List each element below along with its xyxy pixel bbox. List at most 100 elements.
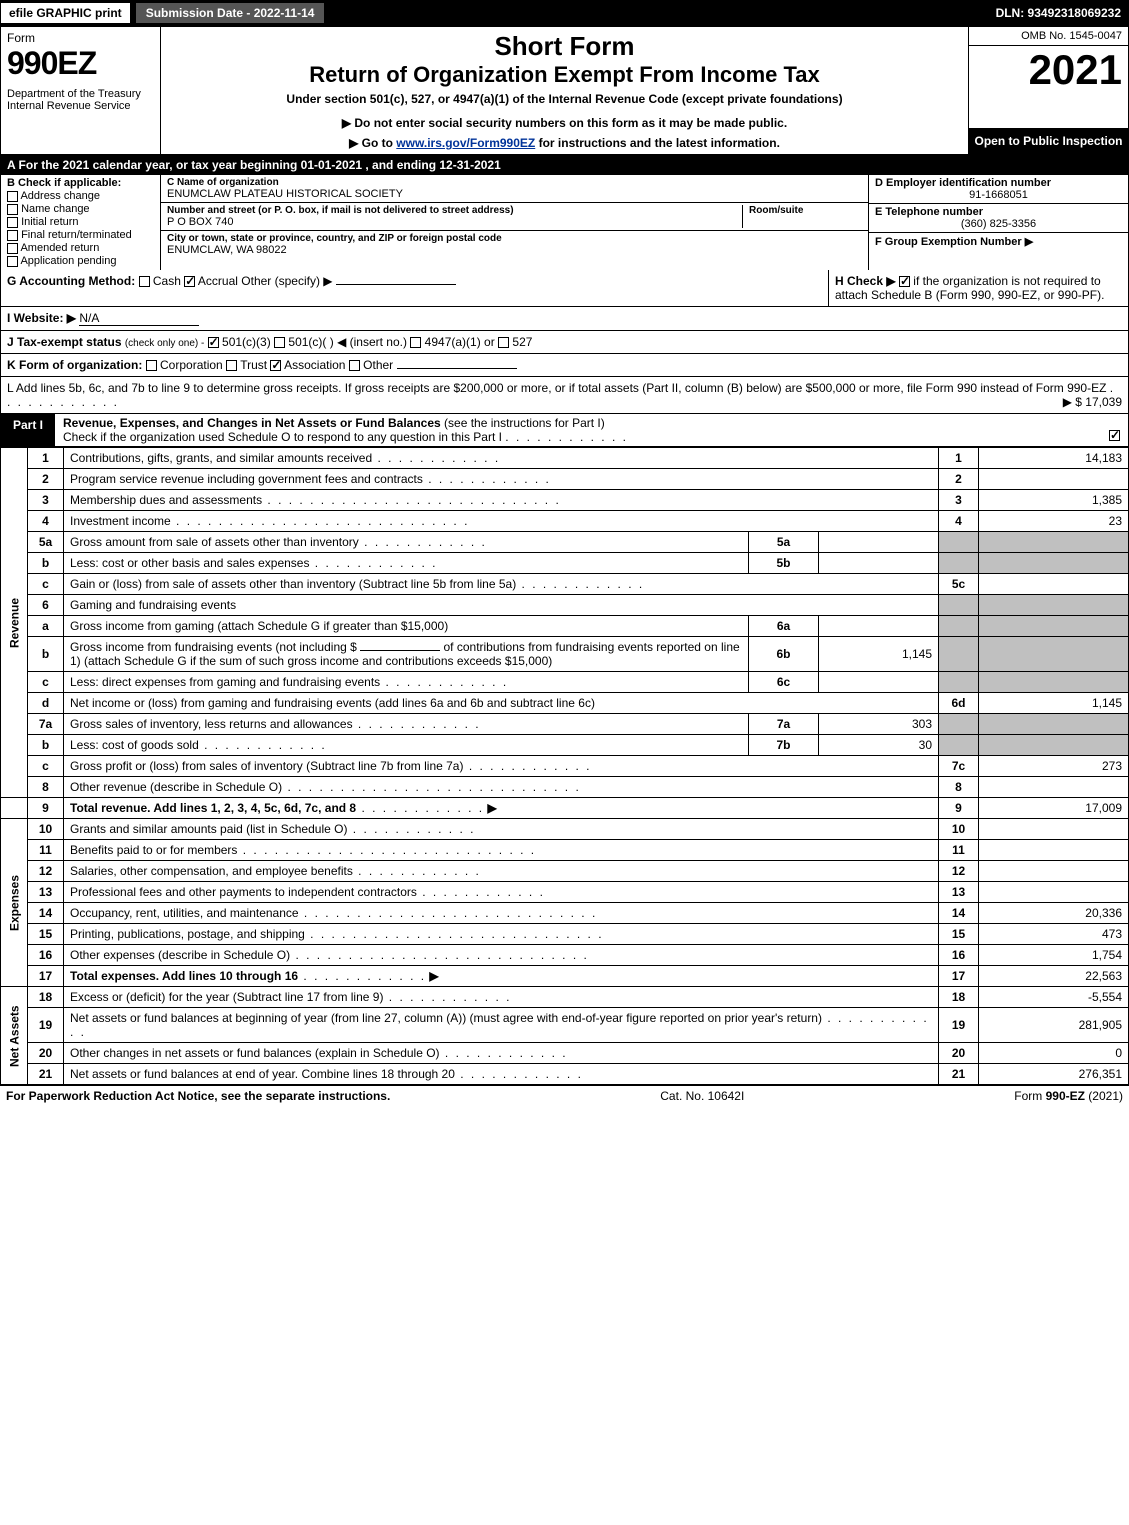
accounting-label: G Accounting Method: <box>7 274 135 288</box>
k-assoc-checkbox[interactable] <box>270 360 281 371</box>
form-word: Form <box>7 31 154 45</box>
line-6a: a Gross income from gaming (attach Sched… <box>1 616 1129 637</box>
check-initial-return[interactable]: Initial return <box>7 216 154 228</box>
line-6: 6 Gaming and fundraising events <box>1 595 1129 616</box>
k-trust-checkbox[interactable] <box>226 360 237 371</box>
goto-line: ▶ Go to www.irs.gov/Form990EZ for instru… <box>167 136 962 150</box>
check-address-change[interactable]: Address change <box>7 190 154 202</box>
section-g-h: G Accounting Method: Cash Accrual Other … <box>0 270 1129 307</box>
org-name-line: C Name of organization ENUMCLAW PLATEAU … <box>161 175 868 203</box>
line-6b: b Gross income from fundraising events (… <box>1 637 1129 672</box>
line-7a: 7a Gross sales of inventory, less return… <box>1 714 1129 735</box>
l-amount: ▶ $ 17,039 <box>1063 395 1122 409</box>
city-value: ENUMCLAW, WA 98022 <box>167 244 862 256</box>
footer-left: For Paperwork Reduction Act Notice, see … <box>6 1089 390 1103</box>
part1-check-text: Check if the organization used Schedule … <box>63 430 502 444</box>
line-5a: 5a Gross amount from sale of assets othe… <box>1 532 1129 553</box>
section-h: H Check ▶ if the organization is not req… <box>828 270 1128 306</box>
goto-link[interactable]: www.irs.gov/Form990EZ <box>396 136 535 150</box>
part1-instructions: (see the instructions for Part I) <box>444 416 605 430</box>
line-17: 17 Total expenses. Add lines 10 through … <box>1 966 1129 987</box>
line-11-amount <box>979 840 1129 861</box>
line-16-amount: 1,754 <box>979 945 1129 966</box>
header-right: OMB No. 1545-0047 2021 Open to Public In… <box>968 27 1128 154</box>
line-8-amount <box>979 777 1129 798</box>
return-title: Return of Organization Exempt From Incom… <box>167 62 962 88</box>
k-corp-checkbox[interactable] <box>146 360 157 371</box>
tel-cell: E Telephone number (360) 825-3356 <box>869 204 1128 233</box>
check-amended-return[interactable]: Amended return <box>7 242 154 254</box>
org-name-label: C Name of organization <box>167 177 862 188</box>
ein-label: D Employer identification number <box>875 177 1122 189</box>
line-7c-amount: 273 <box>979 756 1129 777</box>
line-5b-value <box>819 553 939 574</box>
j-501c-checkbox[interactable] <box>274 337 285 348</box>
under-section: Under section 501(c), 527, or 4947(a)(1)… <box>167 92 962 106</box>
line-16: 16 Other expenses (describe in Schedule … <box>1 945 1129 966</box>
line-18-amount: -5,554 <box>979 987 1129 1008</box>
street-line: Number and street (or P. O. box, if mail… <box>161 203 868 231</box>
org-name-value: ENUMCLAW PLATEAU HISTORICAL SOCIETY <box>167 188 862 200</box>
line-12-amount <box>979 861 1129 882</box>
street-label: Number and street (or P. O. box, if mail… <box>167 205 742 216</box>
tax-year: 2021 <box>968 46 1128 128</box>
line-19-amount: 281,905 <box>979 1008 1129 1043</box>
k-other-input[interactable] <box>397 368 517 369</box>
part1-schedule-o-checkbox[interactable] <box>1109 430 1120 441</box>
efile-label[interactable]: efile GRAPHIC print <box>0 2 131 24</box>
other-specify-input[interactable] <box>336 284 456 285</box>
check-name-change[interactable]: Name change <box>7 203 154 215</box>
ein-value: 91-1668051 <box>875 189 1122 201</box>
line-6c-value <box>819 672 939 693</box>
line-9-amount: 17,009 <box>979 798 1129 819</box>
check-application-pending[interactable]: Application pending <box>7 255 154 267</box>
line-1: Revenue 1 Contributions, gifts, grants, … <box>1 448 1129 469</box>
omb-number: OMB No. 1545-0047 <box>968 27 1128 46</box>
netassets-side-label: Net Assets <box>1 987 28 1085</box>
line-5b: b Less: cost or other basis and sales ex… <box>1 553 1129 574</box>
info-row: B Check if applicable: Address change Na… <box>0 175 1129 270</box>
j-sub: (check only one) - <box>125 338 204 349</box>
form-header: Form 990EZ Department of the Treasury In… <box>0 26 1129 155</box>
line-20: 20 Other changes in net assets or fund b… <box>1 1043 1129 1064</box>
line-6b-contrib-input[interactable] <box>360 650 440 651</box>
line-14-amount: 20,336 <box>979 903 1129 924</box>
goto-suffix: for instructions and the latest informat… <box>535 136 780 150</box>
l-text: L Add lines 5b, 6c, and 7b to line 9 to … <box>7 381 1106 395</box>
website-value: N/A <box>79 311 199 326</box>
line-21-amount: 276,351 <box>979 1064 1129 1085</box>
line-6b-value: 1,145 <box>819 637 939 672</box>
line-2-amount <box>979 469 1129 490</box>
part1-heading: Revenue, Expenses, and Changes in Net As… <box>63 416 441 430</box>
line-3-amount: 1,385 <box>979 490 1129 511</box>
line-7b: b Less: cost of goods sold 7b 30 <box>1 735 1129 756</box>
j-527-checkbox[interactable] <box>498 337 509 348</box>
j-501c3-checkbox[interactable] <box>208 337 219 348</box>
footer: For Paperwork Reduction Act Notice, see … <box>0 1085 1129 1106</box>
k-other-checkbox[interactable] <box>349 360 360 371</box>
group-label: F Group Exemption Number ▶ <box>875 236 1033 248</box>
cash-checkbox[interactable] <box>139 276 150 287</box>
section-k: K Form of organization: Corporation Trus… <box>0 354 1129 377</box>
line-7a-value: 303 <box>819 714 939 735</box>
j-4947-checkbox[interactable] <box>410 337 421 348</box>
line-4-amount: 23 <box>979 511 1129 532</box>
submission-date: Submission Date - 2022-11-14 <box>135 2 326 24</box>
group-exemption-cell: F Group Exemption Number ▶ <box>869 233 1128 250</box>
line-10: Expenses 10 Grants and similar amounts p… <box>1 819 1129 840</box>
dln-label: DLN: 93492318069232 <box>996 6 1129 20</box>
line-18: Net Assets 18 Excess or (deficit) for th… <box>1 987 1129 1008</box>
check-final-return[interactable]: Final return/terminated <box>7 229 154 241</box>
footer-center: Cat. No. 10642I <box>660 1089 744 1103</box>
section-a: A For the 2021 calendar year, or tax yea… <box>0 155 1129 175</box>
h-checkbox[interactable] <box>899 276 910 287</box>
line-11: 11 Benefits paid to or for members 11 <box>1 840 1129 861</box>
accrual-checkbox[interactable] <box>184 276 195 287</box>
line-5c-amount <box>979 574 1129 595</box>
line-6a-value <box>819 616 939 637</box>
short-form-title: Short Form <box>167 31 962 62</box>
top-bar: efile GRAPHIC print Submission Date - 20… <box>0 0 1129 26</box>
tel-label: E Telephone number <box>875 206 1122 218</box>
line-21: 21 Net assets or fund balances at end of… <box>1 1064 1129 1085</box>
line-5c: c Gain or (loss) from sale of assets oth… <box>1 574 1129 595</box>
